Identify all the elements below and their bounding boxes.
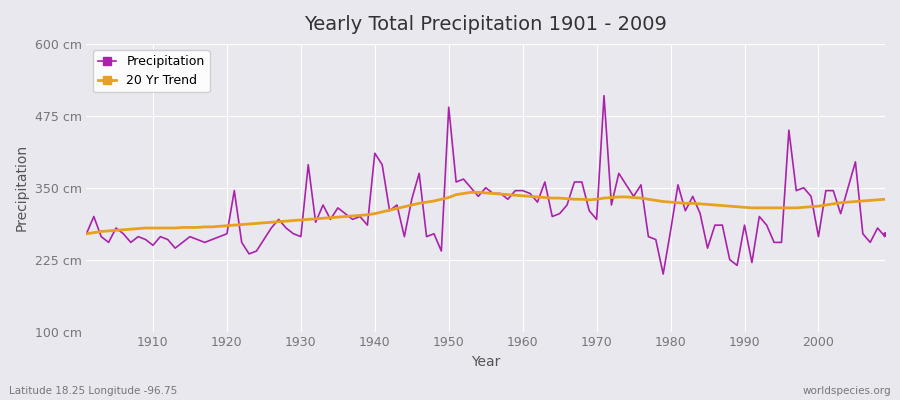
- Line: Precipitation: Precipitation: [86, 96, 885, 274]
- 20 Yr Trend: [525, 194, 535, 199]
- Precipitation: [598, 93, 609, 98]
- 20 Yr Trend: [347, 214, 358, 218]
- Precipitation: [302, 162, 313, 167]
- 20 Yr Trend: [140, 226, 151, 230]
- Precipitation: [510, 188, 521, 193]
- Precipitation: [518, 188, 528, 193]
- 20 Yr Trend: [81, 231, 92, 236]
- Text: worldspecies.org: worldspecies.org: [803, 386, 891, 396]
- 20 Yr Trend: [465, 190, 476, 195]
- 20 Yr Trend: [879, 197, 890, 202]
- 20 Yr Trend: [614, 194, 625, 199]
- Text: Latitude 18.25 Longitude -96.75: Latitude 18.25 Longitude -96.75: [9, 386, 177, 396]
- Precipitation: [879, 234, 890, 239]
- 20 Yr Trend: [518, 193, 528, 198]
- Precipitation: [614, 171, 625, 176]
- Precipitation: [81, 231, 92, 236]
- Legend: Precipitation, 20 Yr Trend: Precipitation, 20 Yr Trend: [93, 50, 210, 92]
- Title: Yearly Total Precipitation 1901 - 2009: Yearly Total Precipitation 1901 - 2009: [304, 15, 667, 34]
- X-axis label: Year: Year: [471, 355, 500, 369]
- Precipitation: [140, 237, 151, 242]
- Line: 20 Yr Trend: 20 Yr Trend: [86, 192, 885, 234]
- 20 Yr Trend: [302, 217, 313, 222]
- Precipitation: [347, 217, 358, 222]
- Precipitation: [658, 272, 669, 276]
- Y-axis label: Precipitation: Precipitation: [15, 144, 29, 231]
